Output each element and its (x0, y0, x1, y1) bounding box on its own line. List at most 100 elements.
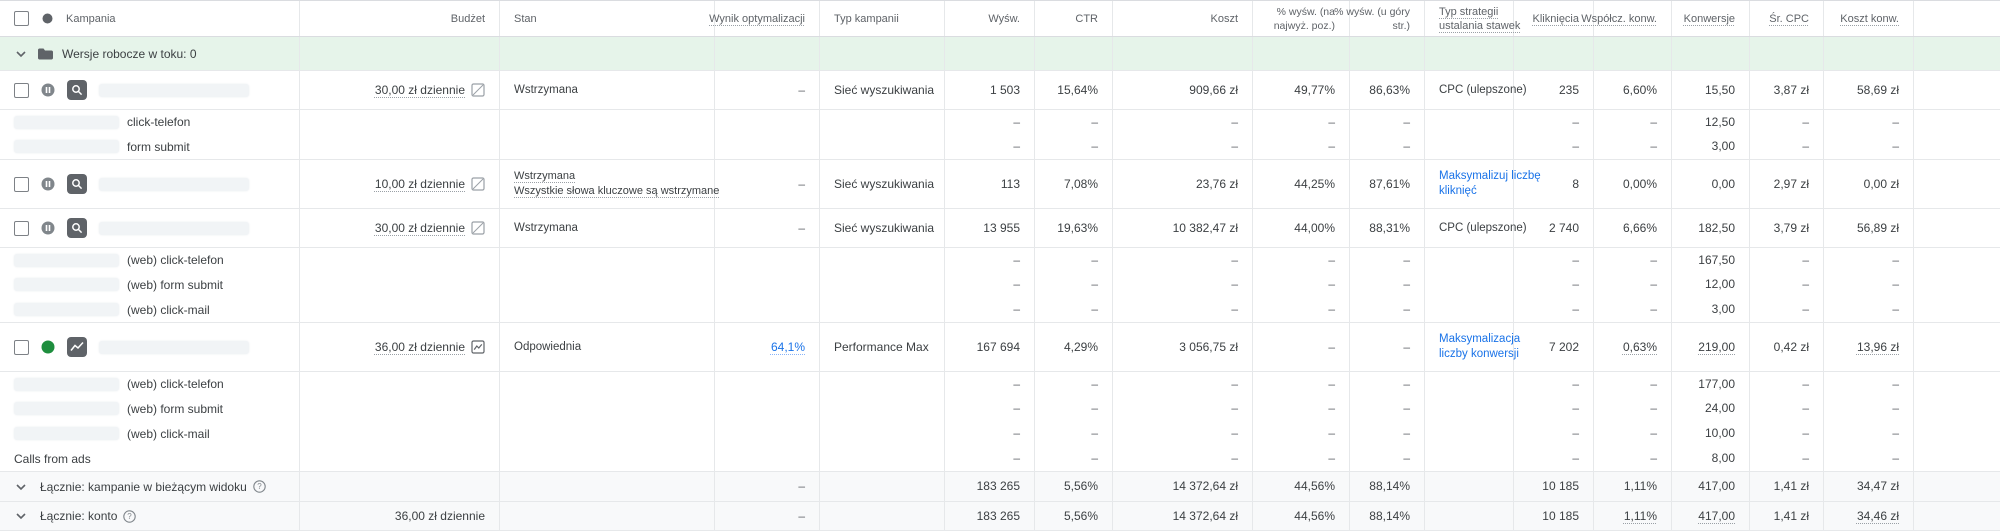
chevron-down-icon[interactable] (14, 509, 28, 523)
col-header-strat[interactable]: Typ strategii ustalania stawek (1425, 1, 1520, 36)
col-header-impr[interactable]: Wyśw. (945, 1, 1035, 36)
column-label: Koszt (1210, 12, 1238, 25)
cell-conv: 12,50 (1672, 110, 1750, 134)
empty-value-dash: – (1091, 114, 1098, 129)
col-header-budget[interactable]: Budżet (300, 1, 500, 36)
col-header-abs[interactable]: % wyśw. (u góry str.) (1334, 1, 1425, 36)
status-paused-icon[interactable] (41, 83, 55, 97)
clicks-value: 2 740 (1548, 220, 1579, 235)
abs-value: 88,14% (1369, 508, 1410, 523)
cell-ctype (820, 248, 945, 272)
cell-clicks: 235 (1514, 71, 1594, 109)
col-header-rate[interactable]: Współcz. konw. (1581, 1, 1672, 36)
row-checkbox[interactable] (14, 176, 29, 192)
col-header-stan[interactable]: Stan (500, 1, 715, 36)
cell-conv (1672, 37, 1750, 70)
cell-impr: 113 (945, 160, 1035, 208)
budget-value[interactable]: 30,00 zł dziennie (374, 220, 465, 235)
empty-value-dash: – (1572, 252, 1579, 267)
status-paused-icon[interactable] (41, 221, 55, 235)
redacted-campaign-name (99, 340, 249, 354)
row-filler (1914, 248, 2000, 272)
costconv-value: 0,00 zł (1863, 176, 1899, 191)
empty-value-dash: – (1650, 426, 1657, 440)
cell-opt: – (715, 472, 820, 501)
costconv-value: 56,89 zł (1856, 220, 1899, 235)
row-checkbox[interactable] (14, 339, 29, 355)
cell-abs: – (1350, 272, 1425, 297)
abs-value: 87,61% (1369, 176, 1410, 191)
cell-cpc: – (1750, 421, 1824, 446)
budget-value[interactable]: 30,00 zł dziennie (374, 82, 465, 97)
ctr-value: 19,63% (1057, 220, 1098, 235)
col-header-ctr[interactable]: CTR (1035, 1, 1113, 36)
cell-conv: 417,00 (1672, 502, 1750, 530)
empty-value-dash: – (1650, 401, 1657, 415)
help-icon[interactable]: ? (253, 480, 266, 493)
cell-clicks: – (1514, 134, 1594, 159)
status-paused-icon[interactable] (41, 177, 55, 191)
column-label: Typ strategii ustalania stawek (1439, 5, 1521, 32)
empty-value-dash: – (1892, 277, 1899, 291)
drafts-label: Wersje robocze w toku: 0 (62, 46, 197, 61)
cpc-value: 2,97 zł (1773, 176, 1809, 191)
col-header-clicks[interactable]: Kliknięcia (1514, 1, 1594, 36)
chevron-down-icon[interactable] (14, 47, 28, 61)
rate-value: 0,63% (1622, 339, 1657, 354)
top-value: 44,00% (1294, 220, 1335, 235)
cell-impr: 1 503 (945, 71, 1035, 109)
cell-ctr: – (1035, 396, 1113, 421)
row-checkbox[interactable] (14, 82, 29, 98)
cell-rate: 0,63% (1594, 323, 1672, 371)
cell-budget (300, 372, 500, 396)
col-header-opt[interactable]: Wynik optymalizacji (709, 1, 820, 36)
abs-value: 88,31% (1369, 220, 1410, 235)
cell-campaign: Wersje robocze w toku: 0 (0, 37, 300, 70)
col-header-top[interactable]: % wyśw. (na najwyż. poz.) (1253, 1, 1350, 36)
empty-value-dash: – (1328, 401, 1335, 415)
status-enabled-icon[interactable] (41, 340, 55, 354)
col-header-costconv[interactable]: Koszt konw. (1824, 1, 1914, 36)
empty-value-dash: – (1892, 376, 1899, 391)
conversions-value: 8,00 (1711, 451, 1735, 465)
budget-value[interactable]: 36,00 zł dziennie (374, 339, 465, 354)
redacted-conversion-prefix (14, 427, 119, 440)
optimization-score-link[interactable]: 64,1% (770, 339, 805, 354)
row-checkbox[interactable] (14, 220, 29, 236)
help-icon[interactable]: ? (123, 509, 137, 523)
cell-costconv: 0,00 zł (1824, 160, 1914, 208)
conversion-action-label: (web) form submit (127, 277, 224, 292)
empty-value-dash: – (1892, 401, 1899, 415)
cell-rate: – (1594, 110, 1672, 134)
cell-stan (500, 248, 715, 272)
cell-ctr: – (1035, 372, 1113, 396)
conv-value: 219,00 (1698, 339, 1735, 354)
cell-campaign: (web) form submit (0, 396, 300, 421)
conversion-action-row: (web) click-mail – – – – – – – 10,00 – – (0, 421, 2000, 446)
budget-value[interactable]: 10,00 zł dziennie (374, 176, 465, 191)
conv-value: 0,00 (1711, 176, 1735, 191)
col-header-ctype[interactable]: Typ kampanii (820, 1, 945, 36)
empty-value-dash: – (1013, 302, 1020, 316)
column-label: Konwersje (1683, 12, 1735, 25)
chevron-down-icon[interactable] (14, 480, 28, 494)
conversion-action-row: (web) click-telefon – – – – – – – 177,00 – – (0, 371, 2000, 396)
cell-opt (715, 297, 820, 322)
col-header-cpc[interactable]: Śr. CPC (1750, 1, 1824, 36)
bid-strategy[interactable]: Maksymalizuj liczbę kliknięć (1439, 170, 1541, 197)
row-filler (1914, 502, 2000, 530)
select-all-checkbox[interactable] (14, 11, 29, 26)
col-header-campaign[interactable]: Kampania (0, 1, 300, 36)
clicks-value: 7 202 (1548, 339, 1579, 354)
empty-value-dash: – (1650, 376, 1657, 391)
col-header-cost[interactable]: Koszt (1113, 1, 1253, 36)
empty-value-dash: – (1091, 277, 1098, 291)
col-header-conv[interactable]: Konwersje (1672, 1, 1750, 36)
rate-value: 6,60% (1622, 82, 1657, 97)
redacted-conversion-prefix (14, 140, 119, 153)
empty-value-dash: – (1650, 252, 1657, 267)
cell-cpc: 0,42 zł (1750, 323, 1824, 371)
bid-strategy[interactable]: Maksymalizacja liczby konwersji (1439, 333, 1521, 360)
cell-campaign (0, 71, 300, 109)
